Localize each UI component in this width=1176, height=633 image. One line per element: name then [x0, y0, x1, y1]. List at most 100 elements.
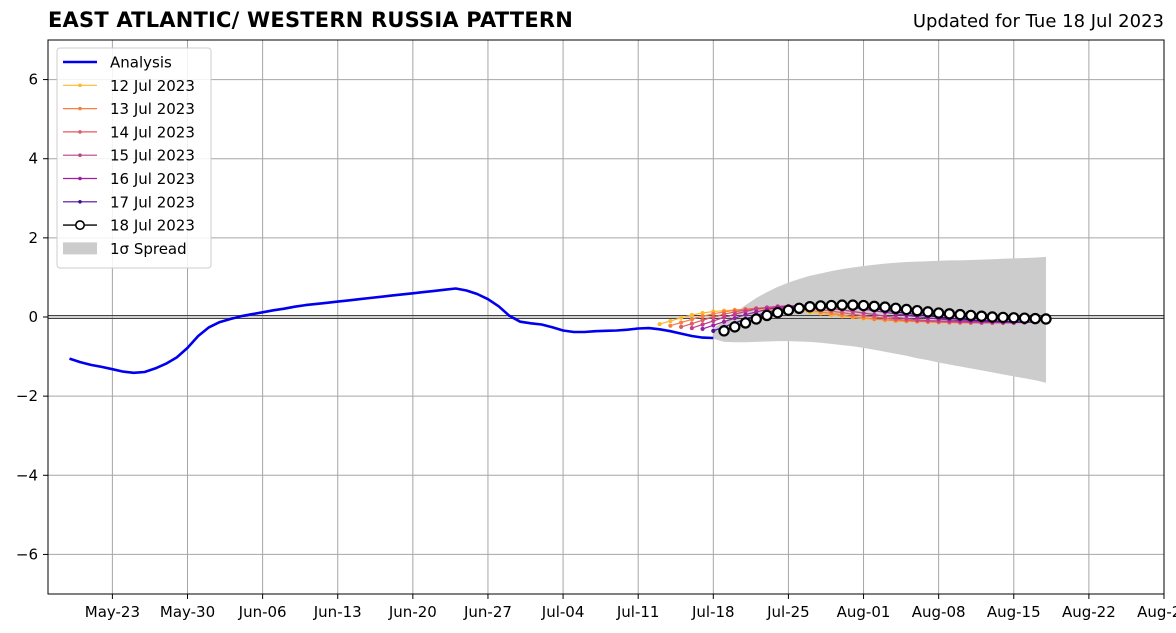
forecast-point [882, 314, 888, 319]
forecast-point [932, 307, 945, 319]
forecast-point [793, 302, 805, 314]
analysis-line-layer [69, 287, 714, 375]
legend-entry: Analysis [63, 54, 172, 72]
forecast-point [700, 318, 705, 323]
forecast-point [771, 306, 784, 319]
forecast-point [711, 318, 716, 324]
forecast-point [743, 312, 748, 317]
legend-entry: 15 Jul 2023 [63, 147, 195, 165]
forecast-point [700, 326, 705, 331]
forecast-point [861, 310, 866, 316]
forecast-point [689, 312, 694, 318]
forecast-point [836, 299, 848, 311]
legend-entry: 1σ Spread [63, 240, 187, 258]
forecast-point [911, 304, 923, 317]
forecast-point [711, 323, 716, 328]
legend-label: 15 Jul 2023 [110, 147, 195, 165]
forecast-point [814, 300, 827, 312]
forecast-point [975, 310, 988, 322]
legend-entry: 12 Jul 2023 [63, 77, 195, 95]
legend-marker [78, 106, 82, 111]
x-tick-label: Aug-15 [987, 603, 1041, 621]
forecast-point [700, 314, 705, 319]
forecast-point [847, 299, 859, 311]
forecast-point [679, 320, 684, 325]
x-tick-label: Jun-27 [463, 603, 512, 621]
forecast-point [689, 317, 694, 322]
forecast-point [782, 304, 795, 316]
legend-label: 13 Jul 2023 [110, 100, 195, 118]
forecast-point [750, 313, 762, 325]
x-tick-label: Jul-25 [766, 603, 810, 621]
x-tick-label: May-23 [85, 603, 140, 621]
y-tick-label: 4 [28, 150, 38, 168]
forecast-point [718, 325, 730, 337]
forecast-point [857, 299, 870, 312]
legend-entry: 14 Jul 2023 [63, 123, 195, 141]
forecast-point [868, 300, 880, 313]
forecast-point [711, 328, 716, 333]
forecast-point [954, 308, 966, 321]
forecast-point [732, 316, 737, 321]
forecast-point [1008, 312, 1020, 324]
x-tick-label: Jun-20 [388, 603, 437, 621]
forecast-lines-layer [657, 299, 1052, 337]
x-tick-label: Jul-11 [616, 603, 660, 621]
forecast-point [804, 301, 816, 313]
legend-entry: 17 Jul 2023 [63, 193, 195, 211]
legend-label: 17 Jul 2023 [110, 193, 195, 211]
legend-label: 16 Jul 2023 [110, 170, 195, 188]
legend-label: Analysis [110, 54, 172, 72]
x-tick-label: Aug-22 [1062, 603, 1116, 621]
legend-label: 12 Jul 2023 [110, 77, 195, 95]
legend-marker [78, 153, 82, 157]
x-tick-label: Aug-01 [837, 603, 891, 621]
legend: Analysis 12 Jul 2023 13 Jul 2023 14 Jul 202… [56, 47, 212, 269]
legend-label: 14 Jul 2023 [110, 123, 195, 141]
y-tick-label: −6 [16, 545, 38, 563]
forecast-point [1018, 312, 1031, 324]
forecast-point [900, 303, 913, 316]
forecast-point [679, 315, 684, 320]
forecast-point [721, 315, 727, 320]
legend-marker [78, 83, 82, 88]
forecast-point [879, 301, 891, 313]
forecast-point [922, 306, 934, 318]
legend-label: 18 Jul 2023 [110, 217, 195, 235]
forecast-point [754, 309, 759, 314]
y-tick-label: 6 [28, 71, 38, 89]
legend-label: 1σ Spread [110, 240, 187, 258]
forecast-point [721, 319, 727, 324]
forecast-point [986, 311, 999, 323]
x-tick-label: Jul-18 [691, 603, 735, 621]
x-tick-label: Aug-08 [912, 603, 966, 621]
forecast-series [718, 299, 1052, 337]
x-tick-label: Jul-04 [541, 603, 585, 621]
x-tick-label: Jun-13 [313, 603, 362, 621]
forecast-point [689, 325, 694, 331]
forecast-point [943, 308, 956, 320]
x-tick-label: May-30 [160, 603, 215, 621]
x-tick-label: Aug-29 [1137, 603, 1176, 621]
legend-entry: 13 Jul 2023 [63, 100, 195, 118]
updated-date: Updated for Tue 18 Jul 2023 [912, 11, 1164, 32]
x-tick-label: Jun-06 [238, 603, 287, 621]
legend-swatch [63, 242, 97, 255]
x-axis-ticks: May-23 May-30 Jun-06 Jun-13 Jun-20 Jun-27 Jul-… [85, 594, 1176, 621]
legend-marker [78, 200, 82, 204]
analysis-line [69, 287, 714, 375]
forecast-point [657, 322, 662, 327]
forecast-point [761, 309, 773, 322]
chart-title: EAST ATLANTIC/ WESTERN RUSSIA PATTERN [48, 8, 574, 32]
y-axis-ticks: 6 4 2 0 −2 −4 −6 [16, 71, 48, 563]
legend-entry: 16 Jul 2023 [63, 170, 195, 188]
forecast-point [872, 312, 877, 317]
legend-marker [75, 220, 86, 231]
forecast-point [679, 324, 684, 329]
forecast-point [700, 322, 705, 327]
y-tick-label: 2 [28, 229, 38, 247]
forecast-point [997, 311, 1009, 324]
y-tick-label: −2 [16, 387, 38, 405]
forecast-point [1029, 312, 1041, 325]
